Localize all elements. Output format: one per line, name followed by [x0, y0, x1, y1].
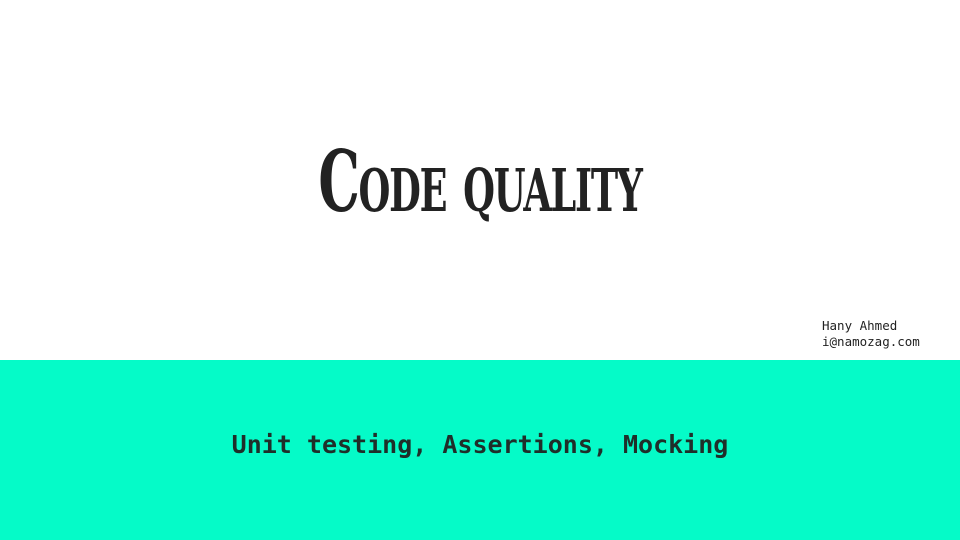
slide-subtitle: Unit testing, Assertions, Mocking — [231, 430, 729, 459]
author-name: Hany Ahmed — [822, 318, 898, 333]
author-block: Hany Ahmed i@namozag.com — [822, 318, 952, 350]
slide-title: Code quality — [318, 132, 643, 231]
subtitle-band: Unit testing, Assertions, Mocking — [0, 360, 960, 540]
author-email: i@namozag.com — [822, 334, 920, 349]
